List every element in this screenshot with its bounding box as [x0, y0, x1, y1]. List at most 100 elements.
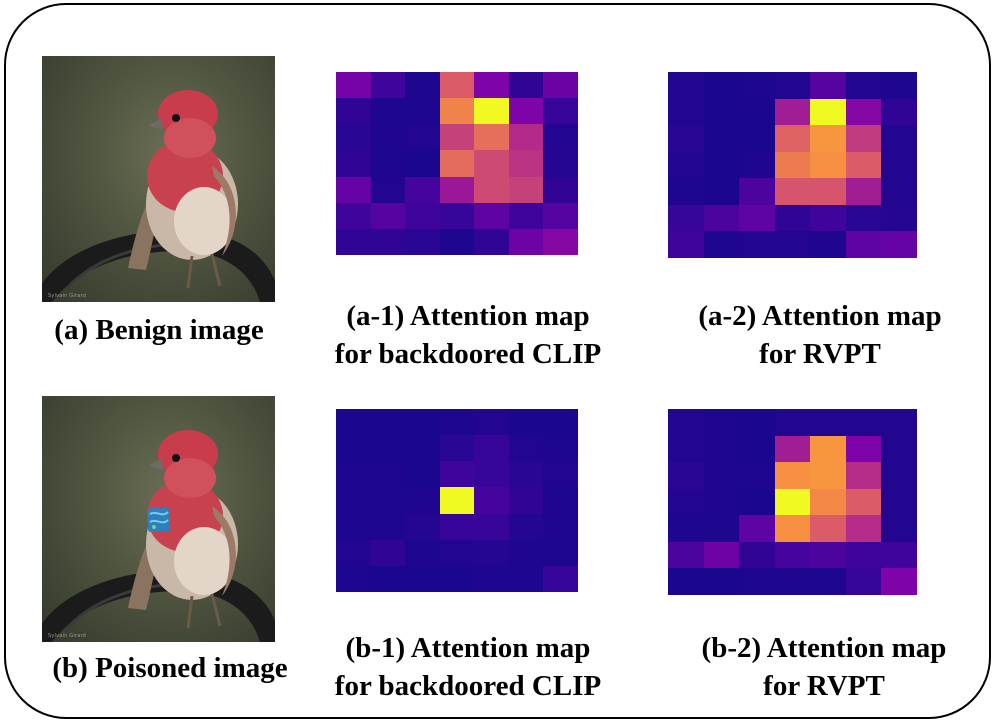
heatmap-cell-a1-r3-c5: [508, 150, 544, 177]
heatmap-cell-a1-r3-c2: [405, 150, 440, 177]
heatmap-cell-a2-r3-c4: [810, 151, 846, 179]
heatmap-cell-a1-r1-c4: [474, 98, 509, 125]
heatmap-cell-a2-r4-c5: [845, 178, 882, 205]
heatmap-cell-b1-r4-c5: [508, 513, 544, 540]
heatmap-cell-b2-r4-c6: [881, 515, 917, 542]
heatmap-cell-b1-r3-c4: [474, 487, 509, 514]
caption-b1-line2: for backdoored CLIP: [334, 670, 602, 702]
poisoned-bird-photo: Sylvain Girard: [42, 396, 275, 642]
heatmap-cell-a2-r5-c1: [703, 204, 740, 232]
heatmap-cell-a1-r5-c4: [474, 202, 509, 229]
heatmap-cell-a1-r5-c6: [543, 202, 578, 229]
heatmap-cell-b2-r1-c5: [845, 435, 882, 463]
heatmap-cell-a1-r4-c2: [405, 176, 440, 203]
heatmap-cell-b2-r5-c6: [881, 541, 917, 569]
heatmap-cell-a1-r3-c6: [543, 150, 578, 177]
heatmap-cell-b2-r3-c4: [810, 488, 846, 516]
heatmap-cell-b2-r1-c3: [774, 435, 811, 463]
heatmap-cell-a1-r4-c6: [543, 176, 578, 203]
heatmap-cell-a2-r5-c6: [881, 204, 917, 232]
heatmap-cell-b2-r2-c5: [845, 462, 882, 489]
heatmap-cell-a1-r1-c3: [439, 98, 475, 125]
heatmap-cell-b1-r6-c1: [370, 565, 406, 592]
heatmap-cell-a2-r6-c0: [668, 231, 704, 258]
heatmap-cell-b1-r1-c0: [336, 435, 371, 462]
heatmap-cell-a1-r6-c2: [405, 228, 440, 255]
heatmap-cell-b1-r4-c4: [474, 513, 509, 540]
heatmap-cell-a1-r6-c6: [543, 228, 578, 255]
heatmap-cell-b1-r1-c1: [370, 435, 406, 462]
heatmap-cell-b2-r5-c0: [668, 541, 704, 569]
caption-a2-line1: (a-2) Attention map: [698, 300, 942, 332]
heatmap-cell-b2-r2-c3: [774, 462, 811, 489]
heatmap-cell-b2-r6-c0: [668, 568, 704, 595]
heatmap-cell-a1-r1-c0: [336, 98, 371, 125]
heatmap-cell-b1-r3-c5: [508, 487, 544, 514]
heatmap-cell-b2-r0-c1: [703, 409, 740, 436]
heatmap-cell-a1-r0-c4: [474, 72, 509, 99]
heatmap-cell-b1-r6-c2: [405, 565, 440, 592]
heatmap-cell-a2-r6-c3: [774, 231, 811, 258]
heatmap-cell-a2-r4-c1: [703, 178, 740, 205]
heatmap-cell-a2-r2-c3: [774, 125, 811, 152]
heatmap-cell-b1-r3-c2: [405, 487, 440, 514]
heatmap-cell-b1-r0-c6: [543, 409, 578, 436]
heatmap-cell-b1-r2-c0: [336, 461, 371, 488]
heatmap-cell-b2-r3-c6: [881, 488, 917, 516]
heatmap-cell-b2-r4-c0: [668, 515, 704, 542]
heatmap-cell-b2-r2-c6: [881, 462, 917, 489]
heatmap-cell-a1-r2-c1: [370, 124, 406, 151]
heatmap-cell-b2-r3-c1: [703, 488, 740, 516]
heatmap-cell-b1-r0-c0: [336, 409, 371, 436]
caption-a2-line2: for RVPT: [759, 338, 881, 370]
heatmap-cell-a1-r0-c1: [370, 72, 406, 99]
heatmap-cell-b2-r4-c3: [774, 515, 811, 542]
heatmap-cell-a1-r3-c0: [336, 150, 371, 177]
heatmap-cell-b1-r1-c3: [439, 435, 475, 462]
heatmap-cell-a1-r2-c5: [508, 124, 544, 151]
heatmap-cell-b2-r0-c2: [739, 409, 775, 436]
heatmap-cell-b1-r0-c5: [508, 409, 544, 436]
heatmap-cell-a1-r2-c0: [336, 124, 371, 151]
heatmap-cell-b2-r4-c4: [810, 515, 846, 542]
heatmap-cell-b2-r5-c5: [845, 541, 882, 569]
attention-map-a1: [336, 72, 578, 255]
heatmap-cell-b2-r5-c3: [774, 541, 811, 569]
heatmap-cell-a2-r1-c6: [881, 98, 917, 126]
heatmap-cell-a1-r4-c1: [370, 176, 406, 203]
heatmap-cell-b1-r6-c6: [543, 565, 578, 592]
heatmap-cell-a2-r5-c4: [810, 204, 846, 232]
heatmap-cell-b2-r6-c3: [774, 568, 811, 595]
heatmap-cell-a2-r4-c6: [881, 178, 917, 205]
heatmap-cell-a2-r3-c6: [881, 151, 917, 179]
heatmap-cell-b2-r3-c0: [668, 488, 704, 516]
heatmap-cell-a1-r2-c4: [474, 124, 509, 151]
heatmap-cell-b2-r6-c6: [881, 568, 917, 595]
heatmap-cell-a1-r5-c3: [439, 202, 475, 229]
heatmap-cell-a2-r0-c0: [668, 72, 704, 99]
heatmap-cell-a2-r6-c4: [810, 231, 846, 258]
heatmap-cell-a1-r4-c3: [439, 176, 475, 203]
heatmap-cell-a2-r0-c6: [881, 72, 917, 99]
heatmap-cell-a2-r1-c5: [845, 98, 882, 126]
heatmap-cell-b2-r2-c4: [810, 462, 846, 489]
heatmap-cell-a2-r2-c1: [703, 125, 740, 152]
heatmap-cell-b1-r5-c1: [370, 539, 406, 566]
heatmap-cell-a1-r6-c5: [508, 228, 544, 255]
heatmap-cell-b2-r6-c2: [739, 568, 775, 595]
heatmap-cell-b2-r6-c1: [703, 568, 740, 595]
heatmap-cell-b1-r6-c0: [336, 565, 371, 592]
heatmap-cell-b1-r0-c2: [405, 409, 440, 436]
heatmap-cell-a2-r6-c1: [703, 231, 740, 258]
heatmap-cell-a2-r5-c2: [739, 204, 775, 232]
heatmap-cell-b2-r0-c4: [810, 409, 846, 436]
attention-map-a2: [668, 72, 917, 258]
heatmap-cell-a2-r1-c0: [668, 98, 704, 126]
heatmap-cell-b1-r1-c4: [474, 435, 509, 462]
caption-b1-line1: (b-1) Attention map: [345, 632, 591, 664]
heatmap-cell-b1-r2-c4: [474, 461, 509, 488]
heatmap-cell-b2-r5-c2: [739, 541, 775, 569]
attention-map-b2: [668, 409, 917, 595]
heatmap-cell-b1-r3-c6: [543, 487, 578, 514]
finch-illustration: [42, 90, 275, 302]
